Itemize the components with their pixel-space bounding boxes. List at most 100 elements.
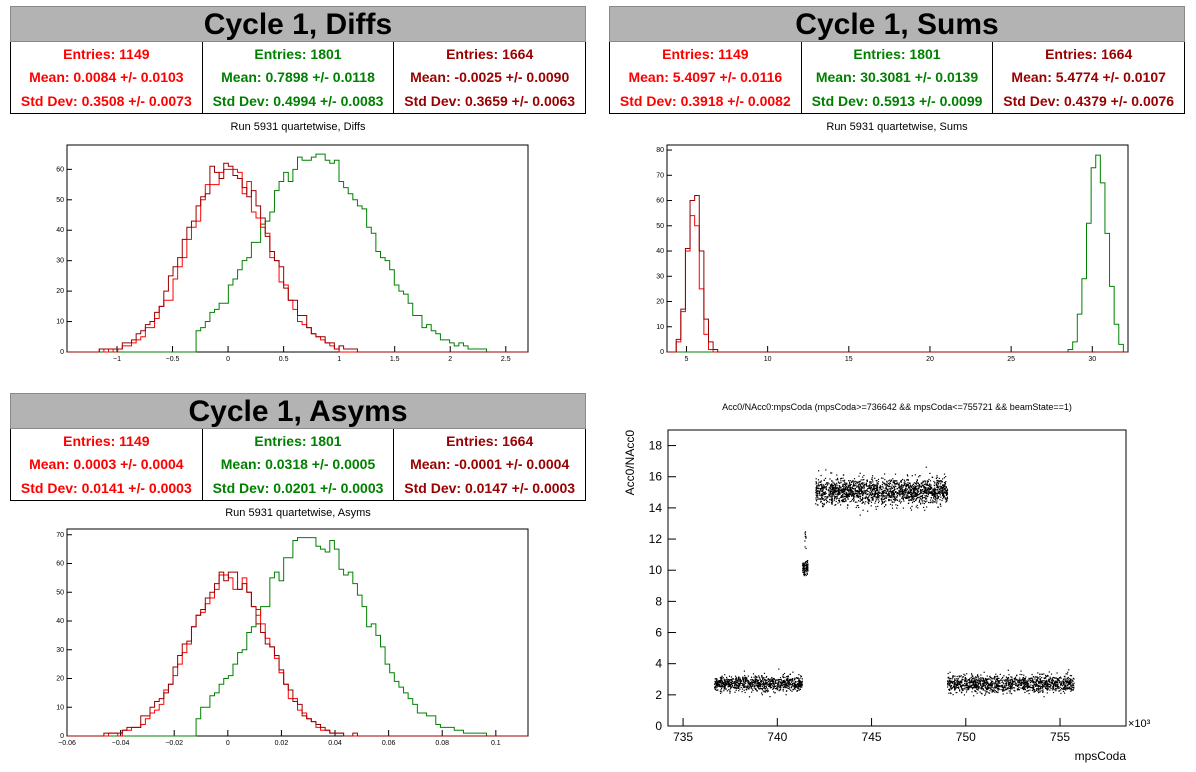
point [930,499,932,501]
point [904,492,906,494]
point [1054,681,1056,683]
point [983,682,985,685]
point [1046,674,1049,676]
point [983,677,985,679]
point [878,491,880,493]
point [822,491,824,493]
point [825,489,828,491]
point [929,502,931,504]
point [946,494,948,496]
point [751,678,753,681]
point [934,489,936,491]
point [936,486,938,489]
point [804,532,806,534]
point [763,691,765,693]
point [1055,690,1057,692]
point [1055,684,1058,686]
point [821,490,823,492]
point [842,485,844,487]
point [847,489,849,491]
diffs-subtitle: Run 5931 quartetwise, Diffs [230,121,366,133]
point [859,498,861,500]
point [764,680,766,682]
point [981,680,983,682]
point [905,494,907,496]
point [836,490,839,492]
y-tick-label: 0 [655,719,662,733]
point [973,679,975,681]
point [903,500,905,502]
point [848,495,850,497]
point [1051,682,1053,684]
point [803,567,805,569]
point [925,488,927,491]
x-tick-label: 740 [767,730,787,744]
point [902,488,904,491]
point [948,683,950,685]
point [750,685,752,687]
point [959,685,962,687]
point [1059,686,1061,688]
point [877,494,879,496]
point [1053,686,1055,688]
point [784,686,786,688]
point [945,490,947,492]
point [770,686,772,688]
point [910,509,913,511]
y-tick-label: 12 [649,532,663,546]
point [967,679,969,681]
point [899,502,902,504]
point [724,688,726,690]
point [1008,690,1010,692]
point [815,497,817,499]
point [908,492,910,494]
point [854,489,856,491]
point [822,489,824,491]
point [880,486,882,488]
plot-frame [666,144,1129,353]
point [747,675,749,677]
point [914,486,917,488]
point [1054,684,1057,686]
point [819,498,821,500]
point [844,479,846,481]
point [850,483,852,486]
point [803,568,805,570]
point [986,687,988,689]
point [836,494,838,496]
point [914,485,916,487]
point [982,683,984,685]
point [817,494,819,496]
y-tick-label: 30 [56,647,64,654]
point [947,682,949,684]
point [943,490,945,492]
point [851,489,853,491]
point [726,676,728,679]
point [977,680,979,682]
point [818,498,821,500]
point [877,497,879,499]
point [1055,680,1057,682]
point [803,563,805,565]
point [904,484,906,486]
point [913,482,915,484]
point [716,683,718,685]
point [865,484,868,486]
point [731,686,733,688]
point [858,491,860,493]
point [1030,679,1032,682]
point [963,685,965,687]
point [927,489,929,491]
point [721,683,723,686]
point [1054,683,1056,685]
point [841,496,843,498]
point [1026,690,1028,692]
point [1024,689,1026,691]
point [1018,689,1020,691]
point [823,484,825,486]
point [1039,681,1041,683]
y-tick-label: 16 [649,470,663,484]
point [729,680,731,682]
point [839,501,841,503]
